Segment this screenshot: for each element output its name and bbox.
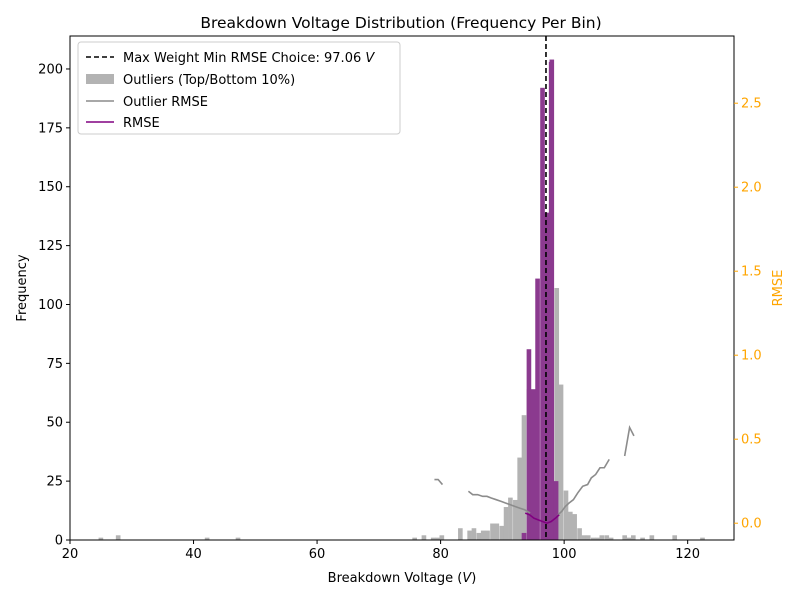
outlier-rmse-line-3 [623,424,635,457]
y-tick-label-50: 50 [46,416,63,431]
outlier-bar-17 [499,525,505,540]
outlier-bar-33 [590,537,596,540]
y-tick-label-0: 0 [55,534,63,549]
legend-vline-label-unit: V [365,51,375,66]
outlier-bar-21 [517,457,522,540]
plot-frame [69,35,735,541]
main-bar-4 [540,87,545,540]
x-tick-label-40: 40 [185,547,202,562]
legend-vline-label: Max Weight Min RMSE Choice: 97.06 V [123,51,375,66]
legend-outliers-label: Outliers (Top/Bottom 10%) [123,73,295,88]
main-bar-3 [535,278,540,540]
y-axis-label: Frequency [15,254,30,321]
main-bar-7 [553,481,559,540]
y-tick-label-125: 125 [38,239,63,254]
legend: Max Weight Min RMSE Choice: 97.06 V Outl… [77,41,401,135]
legend-outlier-rmse-label: Outlier RMSE [123,95,208,110]
y2-axis-label: RMSE [771,270,786,307]
legend-box [77,41,401,135]
y-tick-label-200: 200 [38,62,63,77]
outlier-bar-30 [577,528,582,540]
outlier-bar-20 [513,499,518,540]
outlier-bar-13 [480,530,486,540]
outlier-bar-12 [476,532,482,540]
outlier-bar-42 [649,535,655,540]
legend-outliers-swatch [86,74,114,84]
outlier-bar-25 [554,288,560,540]
y2-tick-label-1: 1.0 [741,349,762,364]
rmse-line [524,512,560,525]
chart-title: Breakdown Voltage Distribution (Frequenc… [200,14,601,32]
outlier-bar-28 [568,511,573,540]
outlier-bar-6 [430,537,436,540]
y2-tick-label-1.5: 1.5 [741,265,762,280]
main-bar-0 [521,532,527,540]
legend-vline-label-text: Max Weight Min RMSE Choice: 97.06 [123,51,361,66]
rmse-lines [434,424,635,525]
outlier-bar-1 [115,535,121,540]
y-tick-label-75: 75 [46,357,63,372]
outlier-bar-43 [672,535,678,540]
main-bars [521,59,559,541]
outlier-bar-40 [631,535,636,540]
main-bar-2 [530,389,536,540]
outlier-bar-18 [503,507,509,540]
outlier-bar-39 [626,537,632,540]
outlier-bar-11 [471,528,477,540]
outlier-bar-2 [204,537,210,540]
y2-tick-label-2.5: 2.5 [741,97,762,112]
outlier-bar-29 [572,514,577,540]
outlier-rmse-line-2 [557,458,610,516]
y-tick-label-150: 150 [38,180,63,195]
y2-tick-label-0: 0.0 [741,517,762,532]
x-tick-label-80: 80 [432,547,449,562]
outlier-bar-31 [581,535,587,540]
outlier-bar-38 [622,535,627,540]
outlier-bar-19 [508,497,513,540]
outlier-bar-8 [439,535,445,540]
x-axis: 20 40 60 80 100 120 [62,540,700,562]
outlier-bar-41 [640,537,645,540]
x-axis-label: Breakdown Voltage (V) [328,571,477,586]
outlier-bar-3 [235,537,241,540]
outlier-bar-9 [458,528,463,540]
outlier-bar-7 [435,537,440,540]
outlier-bar-22 [521,415,527,540]
y-tick-label-25: 25 [46,475,63,490]
outlier-bar-15 [490,523,495,540]
y-tick-label-100: 100 [38,298,63,313]
outlier-bar-36 [604,535,610,540]
outlier-rmse-line-1 [467,490,531,514]
x-axis-label-text: Breakdown Voltage [328,571,453,586]
outlier-bar-5 [421,535,427,540]
x-tick-label-100: 100 [552,547,577,562]
outlier-bar-0 [98,537,104,540]
x-axis-label-unit: V [462,571,472,586]
y2-tick-label-0.5: 0.5 [741,433,762,448]
peak-bar-0 [548,61,554,540]
outlier-bar-35 [599,535,605,540]
x-tick-label-20: 20 [62,547,79,562]
outlier-bar-37 [608,537,614,540]
outlier-bar-16 [494,523,500,540]
y2-tick-label-2: 2.0 [741,181,762,196]
y-tick-label-175: 175 [38,121,63,136]
y2-axis: 0.0 0.5 1.0 1.5 2.0 2.5 [734,97,762,532]
main-bar-1 [526,349,532,540]
x-tick-label-60: 60 [309,547,326,562]
x-tick-label-120: 120 [675,547,700,562]
outlier-bar-34 [595,537,600,540]
outlier-bar-32 [585,535,591,540]
outlier-bar-27 [563,490,569,540]
legend-rmse-label: RMSE [123,116,160,131]
outlier-rmse-line-0 [434,478,444,486]
outlier-bar-26 [558,384,564,540]
y-axis: 0 25 50 75 100 125 150 175 200 [38,62,70,549]
main-bar-5 [544,212,550,540]
outlier-bar-14 [485,530,490,540]
outlier-bar-10 [467,530,472,540]
outlier-bar-4 [412,537,417,540]
outlier-bar-44 [700,537,705,540]
